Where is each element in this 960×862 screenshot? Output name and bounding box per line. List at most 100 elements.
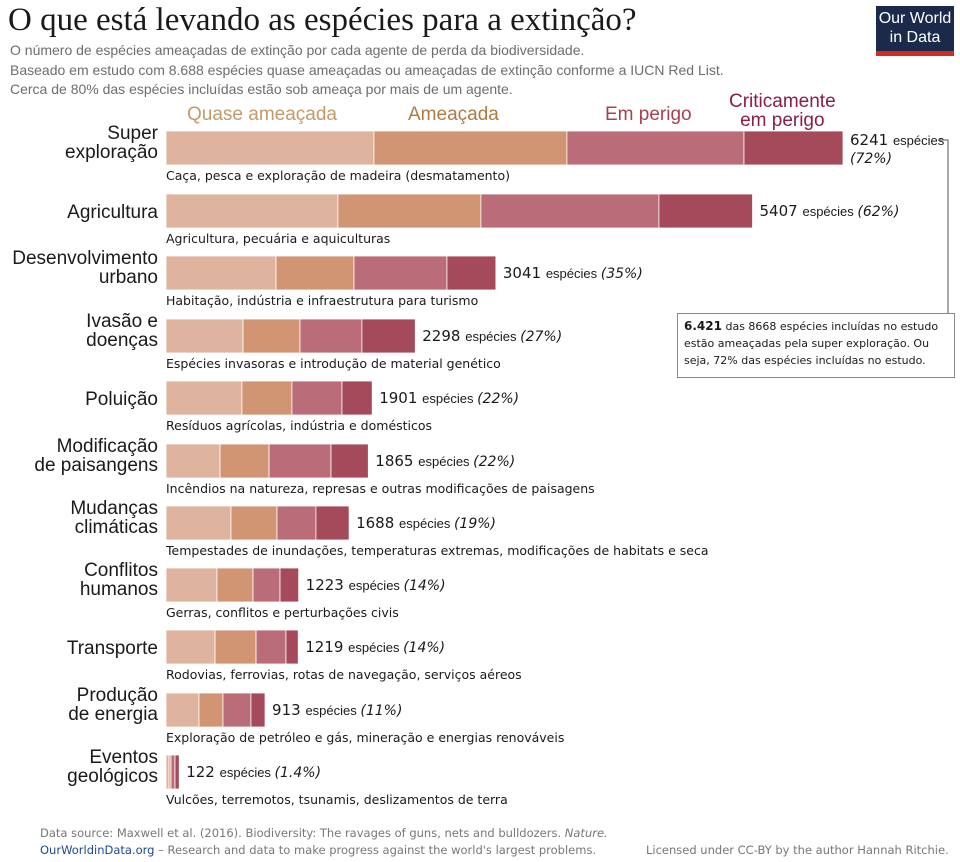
value-percent: (11%)	[360, 703, 402, 719]
category-label: Eventos	[89, 747, 158, 768]
value-percent: (1.4%)	[275, 765, 322, 781]
bar-segment-em-perigo	[291, 380, 343, 416]
bar-segment-ameaçada	[198, 692, 224, 728]
bar-segment-ameaçada	[216, 567, 254, 603]
owid-logo[interactable]: Our World in Data	[876, 6, 954, 56]
value-label: 3041 espécies (35%)	[503, 264, 643, 282]
category-label: geológicos	[67, 766, 158, 787]
bar-segment-quase-ameaçada	[165, 754, 170, 790]
category-label: de paisangens	[34, 455, 158, 476]
category-description: Incêndios na natureza, represas e outras…	[166, 481, 595, 496]
bar-segment-quase-ameaçada	[165, 567, 218, 603]
bar-segment-em-perigo	[268, 443, 332, 479]
bar-segment-criticamente-em-perigo	[315, 505, 350, 541]
category-label: urbano	[99, 267, 158, 288]
legend-label-line-1: Criticamente	[729, 91, 836, 112]
bar-segment-ameaçada	[373, 130, 568, 166]
category-description: Vulcões, terremotos, tsunamis, deslizame…	[166, 792, 508, 807]
value-total: 1223	[306, 576, 349, 594]
bar-segment-ameaçada	[214, 629, 257, 665]
bar-segment-quase-ameaçada	[165, 130, 375, 166]
bar-segment-quase-ameaçada	[165, 193, 339, 229]
bar-segment-em-perigo	[353, 255, 448, 291]
value-unit: espécies	[465, 329, 520, 344]
callout-connector-line	[940, 139, 949, 313]
legend-ameacada: Ameaçada	[408, 105, 499, 124]
category-label: Produção	[77, 685, 158, 706]
category-label: Poluição	[85, 389, 158, 410]
value-label: 122 espécies (1.4%)	[186, 763, 321, 781]
footer-owid-link[interactable]: OurWorldinData.org	[40, 843, 155, 857]
category-label: Conflitos	[84, 560, 158, 581]
footer-owid: OurWorldinData.org – Research and data t…	[40, 843, 596, 857]
bar-segment-quase-ameaçada	[165, 443, 221, 479]
value-total: 122	[186, 763, 219, 781]
footer-source-text: Data source: Maxwell et al. (2016). Biod…	[40, 826, 565, 840]
category-label: climáticas	[75, 517, 158, 538]
bar-segment-criticamente-em-perigo	[658, 193, 753, 229]
bar-segment-criticamente-em-perigo	[446, 255, 497, 291]
bar-segment-quase-ameaçada	[165, 380, 243, 416]
value-label: 1865 espécies (22%)	[375, 452, 515, 470]
bar-segment-criticamente-em-perigo	[341, 380, 373, 416]
value-label: 1223 espécies (14%)	[306, 576, 446, 594]
bar-segment-criticamente-em-perigo	[285, 629, 299, 665]
bar-segment-quase-ameaçada	[165, 255, 277, 291]
bar-segment-em-perigo	[480, 193, 660, 229]
category-description: Gerras, conflitos e perturbações civis	[166, 605, 399, 620]
bar-segment-ameaçada	[230, 505, 278, 541]
bar-segment-em-perigo	[276, 505, 317, 541]
legend-label: Quase ameaçada	[187, 104, 337, 125]
logo-text-line-1: Our World	[878, 10, 952, 27]
category-label: Transporte	[67, 638, 158, 659]
footer-owid-tagline: – Research and data to make progress aga…	[154, 843, 597, 857]
value-unit: espécies	[399, 516, 454, 531]
value-unit: espécies	[546, 266, 601, 281]
bar-segment-ameaçada	[241, 380, 293, 416]
bar-segment-ameaçada	[275, 255, 355, 291]
page-title: O que está levando as espécies para a ex…	[8, 2, 637, 38]
bar-segment-criticamente-em-perigo	[743, 130, 844, 166]
bar-segment-quase-ameaçada	[165, 505, 232, 541]
callout-annotation: 6.421 das 8668 espécies incluídas no est…	[677, 313, 955, 378]
bar-segment-em-perigo	[252, 567, 281, 603]
value-label: 2298 espécies (27%)	[422, 327, 562, 345]
value-total: 1901	[379, 389, 422, 407]
value-total: 6241	[850, 131, 893, 149]
subtitle-line-1: O número de espécies ameaçadas de extinç…	[10, 42, 585, 58]
value-label: 5407 espécies (62%)	[760, 202, 900, 220]
value-unit: espécies	[893, 133, 945, 148]
value-percent: (22%)	[473, 454, 515, 470]
bar-segment-em-perigo	[299, 318, 363, 354]
callout-text: das 8668 espécies incluídas no estudo es…	[684, 320, 939, 367]
value-unit: espécies	[348, 640, 403, 655]
category-label: Agricultura	[67, 202, 158, 223]
bar-segment-quase-ameaçada	[165, 692, 200, 728]
value-percent: (22%)	[477, 391, 519, 407]
category-label: de energia	[68, 704, 158, 725]
legend-criticamente-em-perigo: Criticamente em perigo	[729, 92, 836, 130]
bar-segment-criticamente-em-perigo	[361, 318, 416, 354]
value-percent: (62%)	[857, 204, 899, 220]
bar-segment-quase-ameaçada	[165, 629, 216, 665]
legend-label-line-2: em perigo	[740, 110, 825, 131]
value-label: 913 espécies (11%)	[272, 701, 402, 719]
logo-text-line-2: in Data	[889, 29, 941, 46]
bar-segment-ameaçada	[219, 443, 270, 479]
bar-segment-em-perigo	[222, 692, 252, 728]
value-percent: (72%)	[850, 151, 892, 167]
value-unit: espécies	[422, 391, 477, 406]
category-label: Ivasão e	[86, 311, 158, 332]
category-label: humanos	[80, 579, 158, 600]
subtitle-line-2: Baseado em estudo com 8.688 espécies qua…	[10, 62, 724, 78]
legend-quase-ameacada: Quase ameaçada	[187, 105, 337, 124]
bar-segment-criticamente-em-perigo	[279, 567, 300, 603]
category-label: exploração	[65, 142, 158, 163]
value-total: 913	[272, 701, 305, 719]
bar-segment-ameaçada	[337, 193, 482, 229]
legend-label: Ameaçada	[408, 104, 499, 125]
bar-segment-criticamente-em-perigo	[174, 754, 180, 790]
bar-segment-em-perigo	[566, 130, 745, 166]
value-label: 1901 espécies (22%)	[379, 389, 519, 407]
value-total: 2298	[422, 327, 465, 345]
